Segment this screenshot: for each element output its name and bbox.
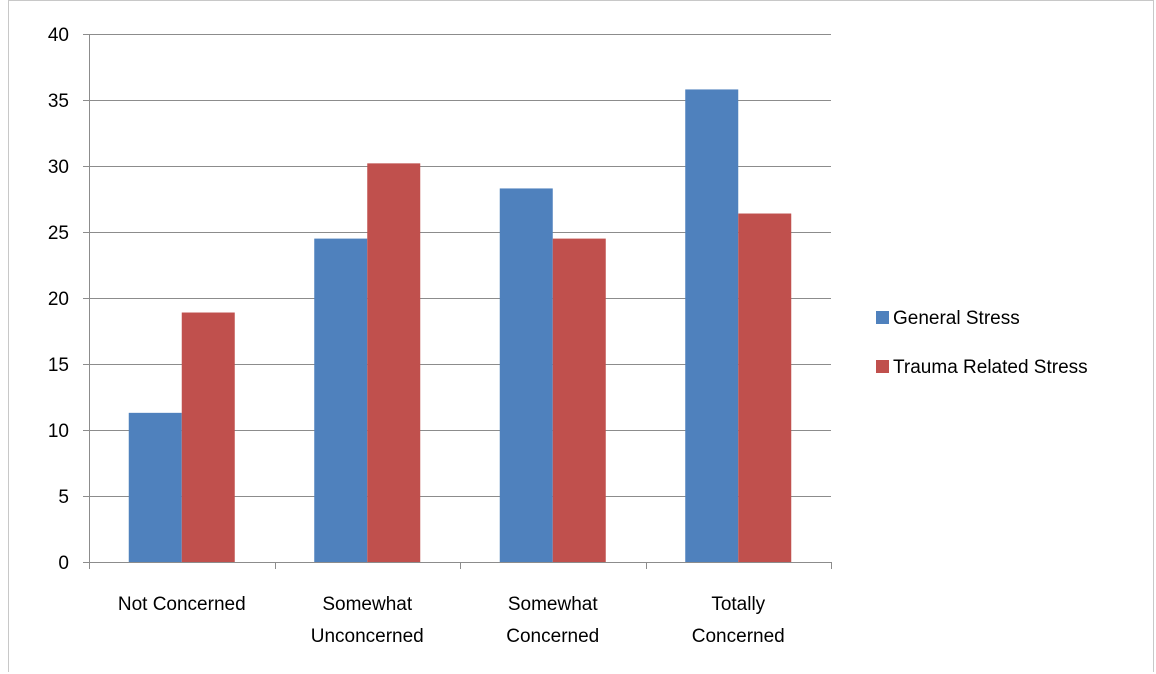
chart-frame <box>8 0 1154 672</box>
y-tick-label: 30 <box>48 157 69 178</box>
bars <box>128 89 792 563</box>
axes: 0 5 10 15 20 25 30 35 40 Not Concerned Somewhat Unc… <box>48 25 832 647</box>
bar-general-stress <box>314 238 368 562</box>
y-tick-label: 35 <box>48 91 69 112</box>
legend-label: General Stress <box>893 308 1020 329</box>
x-category-label: Somewhat <box>508 594 598 615</box>
bar-trauma-related-stress <box>181 312 235 562</box>
legend: General Stress Trauma Related Stress <box>876 308 1088 378</box>
y-tick-label: 40 <box>48 25 69 46</box>
y-tick-label: 15 <box>48 355 69 376</box>
x-category-label: Somewhat <box>322 594 412 615</box>
bar-general-stress <box>128 412 182 562</box>
x-category-label: Unconcerned <box>311 626 424 647</box>
x-category-label: Not Concerned <box>118 594 246 615</box>
legend-swatch <box>876 360 889 373</box>
bar-general-stress <box>685 89 739 562</box>
y-tick-label: 20 <box>48 289 69 310</box>
bar-trauma-related-stress <box>738 213 792 562</box>
y-tick-label: 0 <box>58 553 69 574</box>
x-category-label: Concerned <box>506 626 599 647</box>
y-tick-label: 25 <box>48 223 69 244</box>
y-tick-label: 10 <box>48 421 69 442</box>
x-category-label: Totally <box>711 594 765 615</box>
bar-trauma-related-stress <box>367 163 421 563</box>
legend-swatch <box>876 311 889 324</box>
x-category-label: Concerned <box>692 626 785 647</box>
bar-general-stress <box>499 188 553 562</box>
y-tick-label: 5 <box>58 487 69 508</box>
bar-trauma-related-stress <box>552 238 606 562</box>
legend-label: Trauma Related Stress <box>893 357 1088 378</box>
